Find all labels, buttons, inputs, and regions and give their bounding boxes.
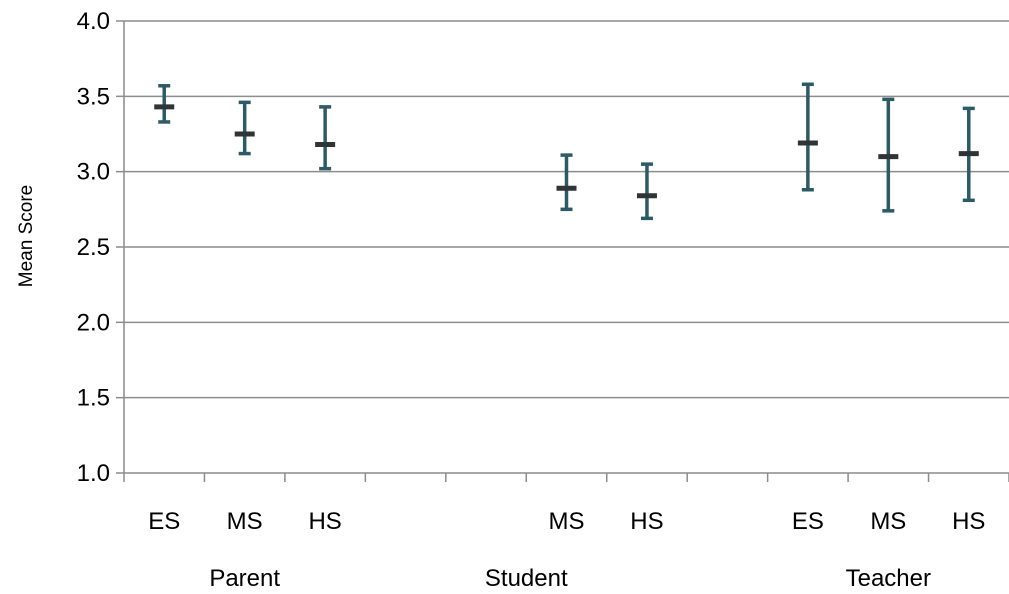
y-axis-title: Mean Score <box>16 185 37 287</box>
x-category-label: HS <box>952 508 985 535</box>
x-category-label: MS <box>870 508 906 535</box>
y-tick-label: 1.5 <box>77 385 110 412</box>
gridlines <box>124 20 1009 399</box>
x-axis: ES MS HS MS HS ES MS HS Parent Student Teacher <box>123 472 1009 592</box>
error-bar <box>797 82 818 192</box>
error-bar <box>154 84 175 124</box>
x-category-label: ES <box>792 508 824 535</box>
y-axis: 1.0 1.5 2.0 2.5 3.0 3.5 4.0 <box>77 8 125 487</box>
error-bar <box>315 105 336 171</box>
y-tick-label: 4.0 <box>77 8 110 35</box>
error-bar <box>234 100 255 156</box>
y-tick-label: 3.0 <box>77 159 110 186</box>
x-category-label: HS <box>308 508 341 535</box>
error-bar <box>636 162 657 221</box>
x-group-label: Teacher <box>846 565 931 592</box>
y-tick-label: 1.0 <box>77 460 110 487</box>
x-category-label: HS <box>630 508 663 535</box>
y-tick-label: 2.0 <box>77 309 110 336</box>
error-bar <box>556 153 577 212</box>
error-bars <box>154 82 979 221</box>
error-bar <box>878 97 899 213</box>
y-tick-label: 2.5 <box>77 234 110 261</box>
x-category-label: MS <box>549 508 585 535</box>
x-category-label: MS <box>227 508 263 535</box>
error-bar <box>958 106 979 203</box>
y-tick-label: 3.5 <box>77 83 110 110</box>
x-group-label: Student <box>485 565 568 592</box>
x-group-label: Parent <box>209 565 280 592</box>
x-category-label: ES <box>148 508 180 535</box>
